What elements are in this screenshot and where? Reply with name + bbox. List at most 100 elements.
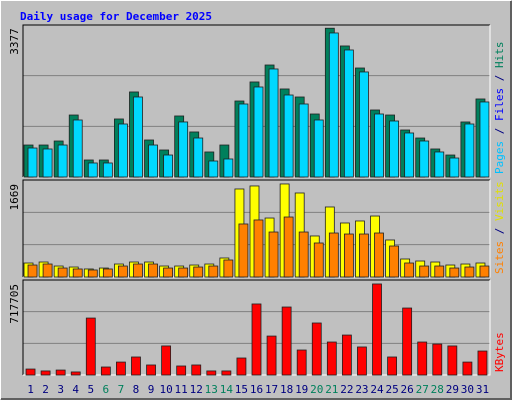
bar [359, 233, 369, 278]
bar [223, 158, 234, 178]
bar [419, 265, 430, 278]
x-tick-label: 25 [385, 383, 398, 396]
bar [464, 266, 475, 278]
bar [313, 119, 324, 178]
legend: Sites / Visits [493, 181, 506, 274]
bar [178, 121, 189, 178]
bar [55, 369, 66, 376]
bar [449, 157, 460, 178]
legend-entry: KBytes [493, 332, 506, 372]
bar [208, 160, 219, 178]
bar [251, 303, 262, 376]
bar [133, 263, 143, 278]
bar [374, 113, 384, 178]
bar [223, 259, 234, 278]
bar [477, 350, 488, 376]
bar [72, 268, 83, 278]
bar [57, 267, 68, 278]
legend-entry: Pages [493, 141, 506, 174]
x-tick-label: 11 [175, 383, 188, 396]
bar [464, 123, 475, 178]
bar [253, 86, 264, 178]
x-tick-label: 8 [133, 383, 140, 396]
bar [417, 341, 428, 376]
x-tick-label: 7 [118, 383, 125, 396]
bar [85, 317, 96, 376]
bar [404, 262, 415, 278]
bar [328, 32, 339, 178]
x-tick-label: 14 [220, 383, 234, 396]
legend-entry: Hits [493, 42, 506, 69]
bar [133, 96, 143, 178]
x-tick-label: 29 [446, 383, 459, 396]
y-tick-label: 3377 [8, 28, 21, 55]
x-tick-label: 19 [295, 383, 308, 396]
y-tick-label: 1669 [8, 184, 21, 211]
bar [42, 263, 53, 278]
bar [266, 335, 277, 376]
x-tick-label: 31 [476, 383, 489, 396]
bar [102, 162, 113, 178]
bar [163, 267, 174, 278]
bar [161, 345, 172, 376]
bar [208, 265, 219, 278]
panel-border-dark [22, 179, 490, 277]
x-tick-label: 1 [27, 383, 34, 396]
bar [27, 264, 38, 278]
x-tick-label: 2 [42, 383, 49, 396]
bar [359, 71, 369, 178]
bar [118, 123, 128, 178]
bar [236, 357, 247, 376]
bar [372, 283, 382, 376]
x-tick-label: 20 [310, 383, 323, 396]
x-tick-label: 3 [57, 383, 64, 396]
bar [404, 132, 415, 178]
bar [238, 223, 249, 278]
bar [163, 154, 174, 178]
bar [357, 346, 367, 376]
bar [434, 151, 445, 178]
x-tick-label: 12 [190, 383, 203, 396]
bar [432, 343, 443, 376]
bar [343, 233, 354, 278]
bar [118, 265, 128, 278]
bar [193, 266, 204, 278]
bar [341, 334, 352, 376]
bar [296, 349, 307, 376]
bar [328, 232, 339, 278]
bar [447, 345, 458, 376]
bar [221, 370, 232, 376]
legend: Pages / Files / Hits [493, 42, 506, 175]
legend-separator: / [493, 121, 506, 141]
bar [387, 356, 397, 376]
bar [87, 162, 98, 178]
x-tick-label: 13 [205, 383, 218, 396]
bar [27, 147, 38, 178]
bar [283, 216, 294, 278]
bar [193, 137, 204, 178]
x-tick-label: 18 [280, 383, 293, 396]
bar [206, 370, 217, 376]
legend-entry: Visits [493, 181, 506, 221]
bar [479, 101, 490, 178]
bar [57, 144, 68, 178]
chart-title: Daily usage for December 2025 [20, 10, 212, 23]
x-tick-label: 23 [355, 383, 368, 396]
bar [70, 371, 81, 376]
bar [146, 364, 156, 376]
bar [343, 49, 354, 178]
x-tick-label: 17 [265, 383, 278, 396]
legend: KBytes [493, 332, 506, 372]
legend-entry: Files [493, 88, 506, 121]
bar [311, 322, 322, 376]
bar [298, 231, 309, 278]
bar [479, 265, 490, 278]
bar [283, 94, 294, 178]
bar [253, 219, 264, 278]
bar [449, 267, 460, 278]
x-tick-label: 16 [250, 383, 263, 396]
x-tick-label: 27 [416, 383, 429, 396]
x-tick-label: 22 [340, 383, 353, 396]
bar [374, 232, 384, 278]
